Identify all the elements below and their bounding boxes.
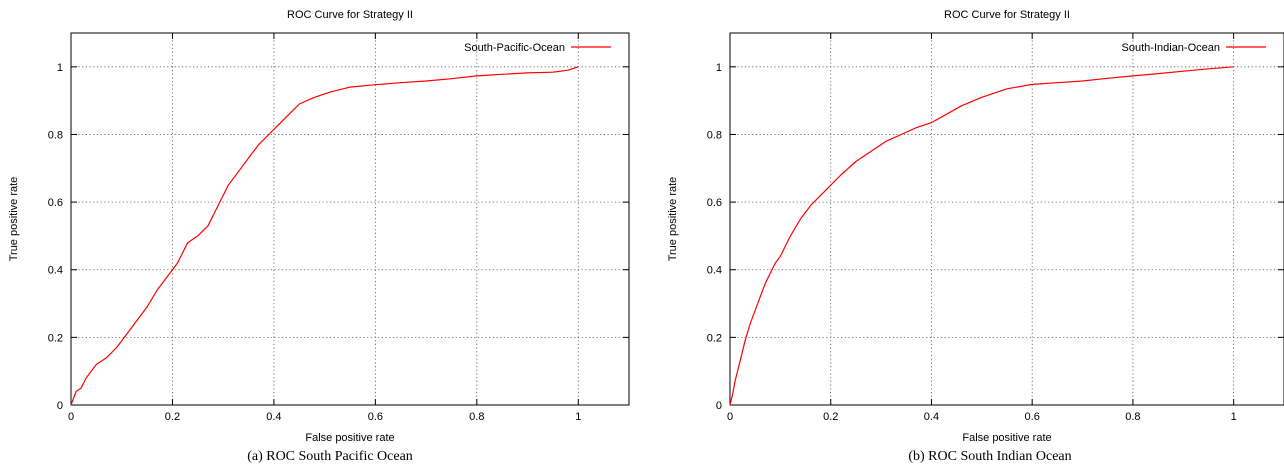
y-tick-label: 0.8	[707, 129, 722, 141]
y-tick-label: 0	[716, 400, 722, 412]
roc-curve-line	[729, 66, 1234, 406]
x-tick-label: 1	[575, 411, 581, 423]
y-tick-label: 0.4	[48, 265, 63, 277]
panel-a: ROC Curve for Strategy II 0 0.2 0.4 0.6 0.8 1 0…	[8, 9, 630, 464]
y-tick-label: 0.8	[48, 129, 63, 141]
plot-frame	[70, 32, 630, 406]
x-axis-label: False positive rate	[962, 432, 1051, 444]
y-axis-label: True positive rate	[667, 177, 679, 262]
x-tick-label: 0.2	[823, 411, 838, 423]
subfigure-caption: (a) ROC South Pacific Ocean	[247, 449, 413, 464]
x-tick-label: 0.4	[924, 411, 939, 423]
y-tick-label: 0.2	[48, 332, 63, 344]
chart-title: ROC Curve for Strategy II	[287, 9, 413, 21]
y-tick-label: 0	[57, 400, 63, 412]
plot-frame	[729, 32, 1284, 406]
y-tick-label: 0.2	[707, 332, 722, 344]
x-tick-label: 0.6	[1025, 411, 1040, 423]
y-tick-label: 1	[57, 62, 63, 74]
y-tick-label: 1	[716, 62, 722, 74]
x-tick-label: 0.2	[165, 411, 180, 423]
chart-title: ROC Curve for Strategy II	[944, 9, 1070, 21]
x-tick-label: 0	[68, 411, 74, 423]
y-tick-label: 0.4	[707, 265, 722, 277]
y-axis-label: True positive rate	[8, 177, 20, 262]
x-tick-label: 1	[1231, 411, 1237, 423]
subfigure-caption: (b) ROC South Indian Ocean	[908, 449, 1071, 464]
y-tick-label: 0.6	[48, 197, 63, 209]
roc-curve-line	[70, 66, 579, 406]
x-tick-label: 0.8	[1125, 411, 1140, 423]
x-tick-label: 0.8	[469, 411, 484, 423]
legend-label: South-Indian-Ocean	[1122, 42, 1220, 54]
x-tick-label: 0	[727, 411, 733, 423]
x-tick-label: 0.6	[368, 411, 383, 423]
x-axis-label: False positive rate	[305, 432, 394, 444]
panel-b: ROC Curve for Strategy II 0 0.2 0.4 0.6 0.8 1 0…	[667, 9, 1284, 464]
legend-label: South-Pacific-Ocean	[464, 42, 565, 54]
x-tick-label: 0.4	[266, 411, 281, 423]
y-tick-label: 0.6	[707, 197, 722, 209]
